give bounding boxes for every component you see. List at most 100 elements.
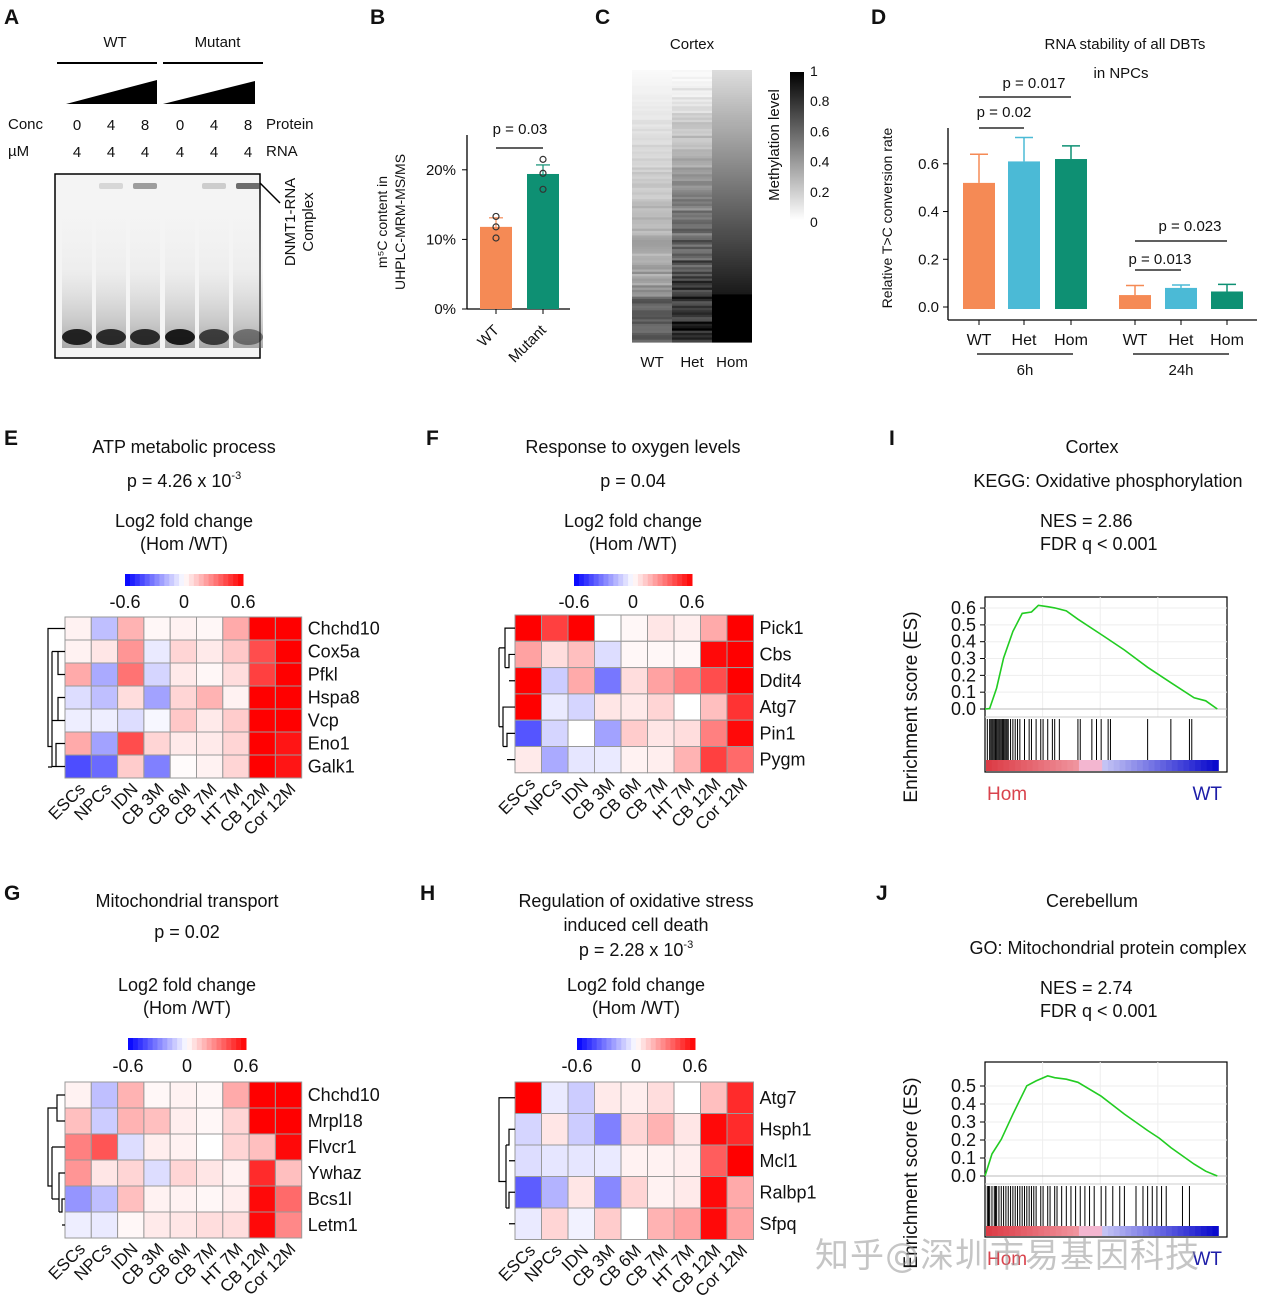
legend-colorbar-segment (152, 1038, 158, 1050)
methylation-cell (632, 104, 672, 107)
y-axis-label-line2: UHPLC-MRM-MS/MS (392, 154, 408, 290)
methylation-cell (632, 310, 672, 314)
legend-colorbar-segment (660, 1038, 666, 1050)
ranked-list-segment (1113, 1226, 1121, 1236)
heatmap-cell (196, 1159, 224, 1187)
legend-colorbar-segment (223, 574, 229, 586)
row-label: Mcl1 (760, 1151, 798, 1171)
methylation-cell (632, 253, 672, 257)
row-label: Letm1 (308, 1215, 358, 1235)
ranked-list-segment (1189, 760, 1196, 771)
heatmap-cell (64, 1185, 92, 1213)
ranked-list-segment (1084, 1226, 1092, 1236)
ranked-list-segment (1212, 1226, 1219, 1236)
row-label: Galk1 (308, 757, 355, 777)
legend-colorbar-segment (172, 1038, 178, 1050)
methylation-cell (712, 201, 752, 205)
methylation-cell (672, 305, 712, 309)
methylation-cell (712, 172, 752, 175)
methylation-cell (672, 292, 712, 295)
methylation-cell (632, 224, 672, 227)
legend-colorbar-segment (662, 574, 668, 586)
legend-colorbar-segment (655, 1038, 662, 1050)
y-tick-label: 0% (434, 301, 456, 318)
legend-colorbar-segment (665, 1038, 671, 1050)
methylation-cell (672, 253, 712, 257)
methylation-cell (712, 101, 752, 105)
ranked-list-segment (1166, 1226, 1173, 1236)
legend-colorbar-segment (588, 574, 595, 586)
methylation-cell (632, 280, 672, 284)
heatmap-cell (700, 1081, 728, 1114)
legend-colorbar-segment (645, 1038, 652, 1050)
methylation-cell (712, 269, 752, 273)
legend-colorbar-segment (228, 574, 234, 586)
legend-colorbar-segment (139, 574, 146, 586)
methylation-cell (672, 217, 712, 221)
methylation-cell (632, 192, 672, 196)
ranked-list-segment (1125, 1226, 1132, 1236)
methylation-cell (712, 181, 752, 184)
gel-lane-smear (130, 178, 160, 348)
ranked-list-segment (1189, 1226, 1196, 1236)
legend-tick-zero: 0 (631, 1056, 641, 1076)
concentration-wedge-wt (66, 80, 157, 104)
methylation-cell (672, 323, 712, 327)
heatmap-cell (541, 614, 569, 642)
enrichment-score-line (984, 1075, 1218, 1177)
gel-lane-smear (165, 178, 195, 348)
free-rna-band (165, 329, 195, 345)
ranked-list-segment (1061, 1226, 1068, 1236)
heatmap-cell (726, 614, 754, 642)
heatmap-cell (726, 640, 754, 669)
methylation-cell (712, 262, 752, 266)
y-tick-label: 0.1 (951, 1148, 976, 1168)
methylation-cell (672, 176, 712, 180)
methylation-cell (632, 119, 672, 123)
ranked-list-segment (1073, 1226, 1080, 1236)
methylation-cell (632, 185, 672, 189)
x-tick-label: Het (1012, 332, 1037, 349)
methylation-cell (672, 199, 712, 203)
methylation-cell (672, 289, 712, 293)
methylation-cell (672, 271, 712, 275)
methylation-cell (712, 108, 752, 112)
free-rna-band (130, 329, 160, 345)
methylation-cell (712, 210, 752, 214)
methylation-cell (672, 260, 712, 264)
methylation-cell (632, 278, 672, 282)
legend-colorbar-segment (616, 1038, 622, 1050)
complex-band (236, 183, 260, 189)
methylation-cell (712, 212, 752, 216)
colorbar-tick-label: 0 (810, 214, 818, 230)
ranked-list-segment (1026, 760, 1033, 771)
methylation-cell (672, 113, 712, 116)
ranked-list-segment (1137, 1226, 1144, 1236)
row-label: Cox5a (308, 642, 361, 662)
row-label: Mrpl18 (308, 1111, 363, 1131)
methylation-cell (632, 99, 672, 103)
methylation-cell (712, 85, 752, 89)
heatmap-cell (117, 1211, 145, 1239)
methylation-cell (712, 117, 752, 121)
methylation-cell (672, 303, 712, 307)
methylation-cell (632, 326, 672, 329)
legend-colorbar-segment (193, 574, 200, 586)
legend-colorbar-segment (631, 1038, 637, 1050)
methylation-cell (672, 332, 712, 336)
free-rna-band (96, 329, 126, 345)
legend-tick-min: -0.6 (112, 1056, 143, 1076)
methylation-cell (712, 192, 752, 196)
methylation-cell (712, 203, 752, 207)
heatmap-cell (567, 1176, 595, 1209)
methylation-cell (672, 337, 712, 341)
methylation-cell (712, 319, 752, 323)
methylation-cell (632, 312, 672, 316)
colorbar-title: Methylation level (766, 89, 783, 201)
methylation-cell (632, 110, 672, 114)
methylation-cell (712, 76, 752, 80)
ranked-list-segment (1212, 760, 1219, 771)
methylation-colorbar (790, 72, 804, 220)
methylation-cell (672, 76, 712, 80)
methylation-cell (672, 178, 712, 182)
